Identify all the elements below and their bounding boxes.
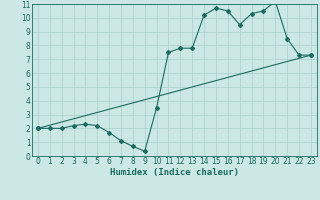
X-axis label: Humidex (Indice chaleur): Humidex (Indice chaleur): [110, 168, 239, 177]
